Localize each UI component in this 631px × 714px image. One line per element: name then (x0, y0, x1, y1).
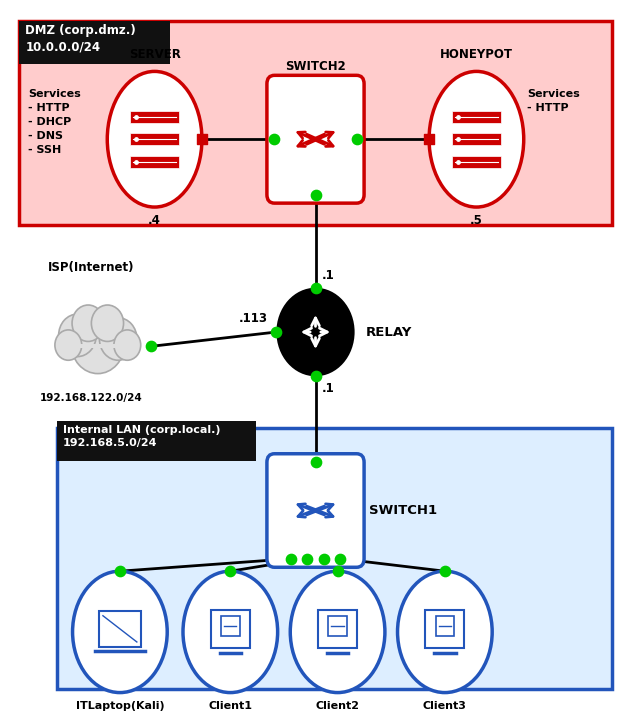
Text: SWITCH1: SWITCH1 (369, 504, 437, 517)
Ellipse shape (73, 571, 167, 693)
FancyBboxPatch shape (328, 616, 347, 635)
Point (335, 553, 345, 564)
FancyBboxPatch shape (452, 156, 501, 168)
Text: RELAY: RELAY (366, 326, 412, 338)
Point (440, 565, 450, 577)
Point (452, 156, 463, 167)
FancyBboxPatch shape (57, 421, 256, 461)
Text: .5: .5 (470, 214, 483, 227)
FancyBboxPatch shape (318, 610, 357, 648)
Text: Client3: Client3 (423, 701, 467, 711)
Point (302, 553, 312, 564)
Point (131, 111, 141, 123)
Point (310, 188, 321, 200)
FancyBboxPatch shape (19, 21, 170, 64)
FancyBboxPatch shape (267, 454, 364, 567)
FancyBboxPatch shape (425, 610, 464, 648)
Circle shape (72, 305, 104, 341)
Point (319, 553, 329, 564)
Text: .4: .4 (148, 214, 161, 227)
Circle shape (91, 305, 124, 341)
FancyBboxPatch shape (130, 156, 179, 168)
Text: Services
- HTTP: Services - HTTP (527, 89, 580, 114)
Point (115, 565, 125, 577)
FancyBboxPatch shape (98, 610, 141, 647)
Point (197, 134, 207, 145)
Ellipse shape (398, 571, 492, 693)
Ellipse shape (290, 571, 385, 693)
Circle shape (71, 313, 125, 373)
Text: SWITCH2: SWITCH2 (285, 60, 346, 73)
Circle shape (100, 318, 137, 361)
Text: HONEYPOT: HONEYPOT (440, 48, 513, 61)
FancyBboxPatch shape (130, 111, 179, 123)
Text: SERVER: SERVER (129, 48, 180, 61)
Point (333, 565, 343, 577)
FancyBboxPatch shape (435, 616, 454, 635)
Point (452, 111, 463, 123)
Circle shape (114, 330, 141, 361)
Text: Services
- HTTP
- DHCP
- DNS
- SSH: Services - HTTP - DHCP - DNS - SSH (28, 89, 81, 155)
Point (351, 134, 362, 145)
Ellipse shape (183, 571, 278, 693)
FancyBboxPatch shape (57, 428, 612, 689)
FancyBboxPatch shape (221, 616, 240, 635)
Ellipse shape (429, 71, 524, 207)
Text: .1: .1 (322, 269, 334, 282)
FancyBboxPatch shape (19, 21, 612, 225)
Text: DMZ (corp.dmz.)
10.0.0.0/24: DMZ (corp.dmz.) 10.0.0.0/24 (25, 24, 136, 54)
Text: .113: .113 (239, 312, 268, 325)
Point (131, 156, 141, 167)
FancyBboxPatch shape (130, 133, 179, 146)
Ellipse shape (107, 71, 202, 207)
Text: Client1: Client1 (208, 701, 252, 711)
Circle shape (59, 314, 96, 356)
Text: Client2: Client2 (316, 701, 360, 711)
Point (286, 553, 296, 564)
Point (310, 457, 321, 468)
Text: 192.168.122.0/24: 192.168.122.0/24 (40, 393, 143, 403)
FancyBboxPatch shape (211, 610, 250, 648)
FancyBboxPatch shape (452, 133, 501, 146)
FancyBboxPatch shape (452, 111, 501, 123)
Circle shape (55, 330, 81, 361)
Point (310, 282, 321, 293)
Text: ITLaptop(Kali): ITLaptop(Kali) (76, 701, 164, 711)
Point (146, 341, 156, 352)
FancyBboxPatch shape (267, 76, 364, 203)
Circle shape (276, 288, 355, 376)
Point (452, 134, 463, 145)
Point (271, 326, 281, 338)
Text: .1: .1 (322, 382, 334, 395)
Text: ISP(Internet): ISP(Internet) (48, 261, 135, 274)
Point (225, 565, 235, 577)
Text: Internal LAN (corp.local.)
192.168.5.0/24: Internal LAN (corp.local.) 192.168.5.0/2… (63, 425, 221, 448)
Point (310, 371, 321, 382)
Point (269, 134, 280, 145)
Point (424, 134, 434, 145)
Point (131, 134, 141, 145)
Bar (67, 344, 129, 348)
